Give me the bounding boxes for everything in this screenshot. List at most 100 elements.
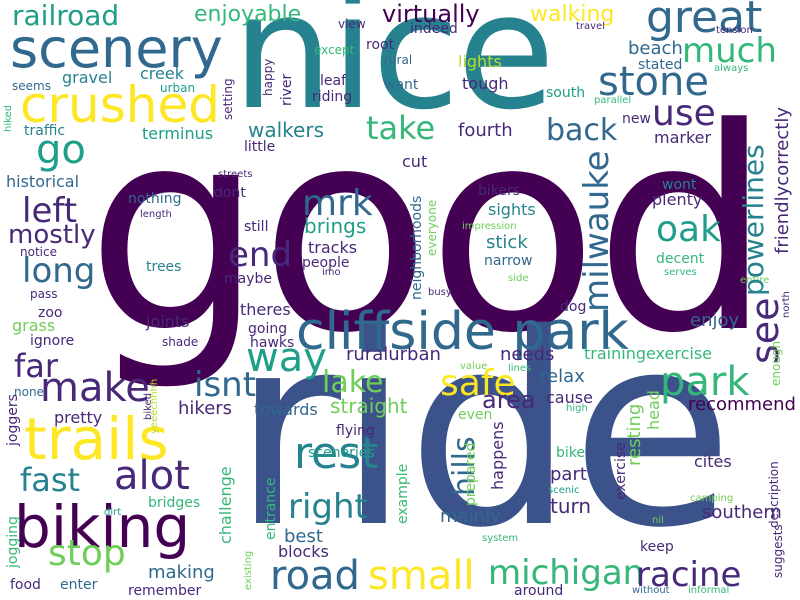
word-grass: grass [12, 316, 56, 335]
word-virtually: virtually [382, 0, 480, 28]
word-exercise: exercise [613, 442, 629, 500]
word-urban: urban [160, 81, 196, 95]
word-far: far [14, 347, 59, 385]
word-beach: beach [628, 38, 683, 59]
word-sights: sights [488, 200, 536, 219]
word-cites: cites [694, 452, 732, 471]
word-enter: enter [60, 577, 98, 593]
word-high: high [566, 403, 588, 414]
word-system: system [482, 533, 519, 544]
word-hawks: hawks [250, 335, 295, 351]
word-nothing: nothing [128, 191, 182, 207]
word-none: none [14, 385, 44, 399]
word-gravel: gravel [62, 68, 113, 87]
word-end: end [228, 235, 293, 275]
word-railroad: railroad [12, 0, 120, 32]
word-good: good [86, 69, 772, 395]
word-recommend: recommend [688, 394, 796, 415]
word-even: even [458, 407, 493, 423]
word-joggers: joggers [5, 394, 21, 446]
word-towards: towards [254, 400, 318, 419]
word-bridges: bridges [148, 495, 201, 511]
word-area: area [482, 386, 536, 414]
word-ruralurban: ruralurban [346, 344, 441, 365]
word-walking: walking [530, 2, 615, 27]
word-rest: rest [294, 428, 379, 479]
word-left: left [22, 191, 78, 231]
word-nice: nice [232, 0, 555, 145]
word-oak: oak [656, 209, 721, 250]
word-people: people [302, 255, 350, 271]
word-road: road [270, 553, 360, 599]
word-south: south [546, 85, 586, 101]
word-stop: stop [48, 533, 126, 574]
word-root: root [366, 37, 395, 53]
word-value: value [460, 361, 488, 372]
word-nil: nil [652, 515, 664, 526]
word-jogging: jogging [5, 516, 21, 568]
word-terminus: terminus [142, 124, 214, 143]
word-small: small [368, 553, 475, 599]
word-stated: stated [638, 57, 683, 73]
word-yeeechhhh: yeeechhhh [149, 378, 160, 434]
word-mainly: mainly [440, 506, 501, 527]
word-without: without [632, 585, 670, 596]
word-parallel: parallel [594, 95, 632, 106]
word-shade: shade [162, 335, 199, 349]
word-remember: remember [128, 583, 202, 599]
word-wont: wont [662, 177, 697, 193]
word-head: head [644, 390, 663, 430]
word-hikers: hikers [178, 398, 233, 419]
word-isnt: isnt [194, 365, 257, 405]
word-back: back [546, 113, 618, 148]
word-go: go [36, 127, 86, 173]
word-food: food [10, 577, 41, 593]
word-needs: needs [500, 344, 555, 365]
word-powerlines: powerlines [737, 144, 770, 296]
word-trees: trees [146, 259, 182, 275]
word-notice: notice [20, 245, 57, 259]
word-flying: flying [336, 423, 375, 439]
word-best: best [284, 526, 323, 547]
word-entire: entire [740, 275, 770, 286]
word-fourth: fourth [458, 120, 513, 141]
word-marker: marker [654, 128, 712, 147]
word-fast: fast [20, 461, 81, 499]
word-still: still [244, 219, 269, 235]
word-dirt: dirt [104, 507, 122, 518]
word-length: length [140, 209, 172, 220]
word-part: part [550, 464, 587, 485]
word-little: little [244, 139, 276, 155]
word-indeed: indeed [410, 21, 458, 37]
word-setting: setting [221, 78, 235, 120]
word-going: going [248, 321, 288, 337]
word-tough: tough [462, 74, 509, 93]
word-rural: rural [384, 53, 413, 67]
word-seems: seems [12, 79, 51, 93]
word-use: use [652, 93, 716, 134]
word-historical: historical [6, 172, 80, 191]
word-making: making [148, 562, 215, 583]
word-biking: biking [14, 493, 191, 561]
word-dog: dog [560, 299, 587, 315]
word-example: example [395, 463, 411, 524]
word-racine: racine [636, 555, 742, 595]
word-new: new [622, 111, 651, 127]
word-scenic: scenic [548, 485, 580, 496]
word-brings: brings [304, 214, 367, 238]
word-camping: camping [690, 493, 734, 504]
word-take: take [366, 109, 436, 147]
word-side: side [508, 273, 529, 284]
word-lake: lake [322, 365, 384, 400]
word-tension: tension [716, 25, 753, 36]
word-narrow: narrow [484, 253, 533, 269]
word-great: great [646, 0, 763, 43]
word-keep: keep [640, 539, 674, 555]
word-safe: safe [440, 363, 516, 404]
word-dont: dont [214, 185, 246, 201]
word-lights: lights [458, 52, 502, 71]
word-creek: creek [140, 64, 184, 83]
word-streets: streets [218, 169, 253, 180]
word-entrance: entrance [263, 477, 279, 541]
word-around: around [514, 583, 564, 599]
